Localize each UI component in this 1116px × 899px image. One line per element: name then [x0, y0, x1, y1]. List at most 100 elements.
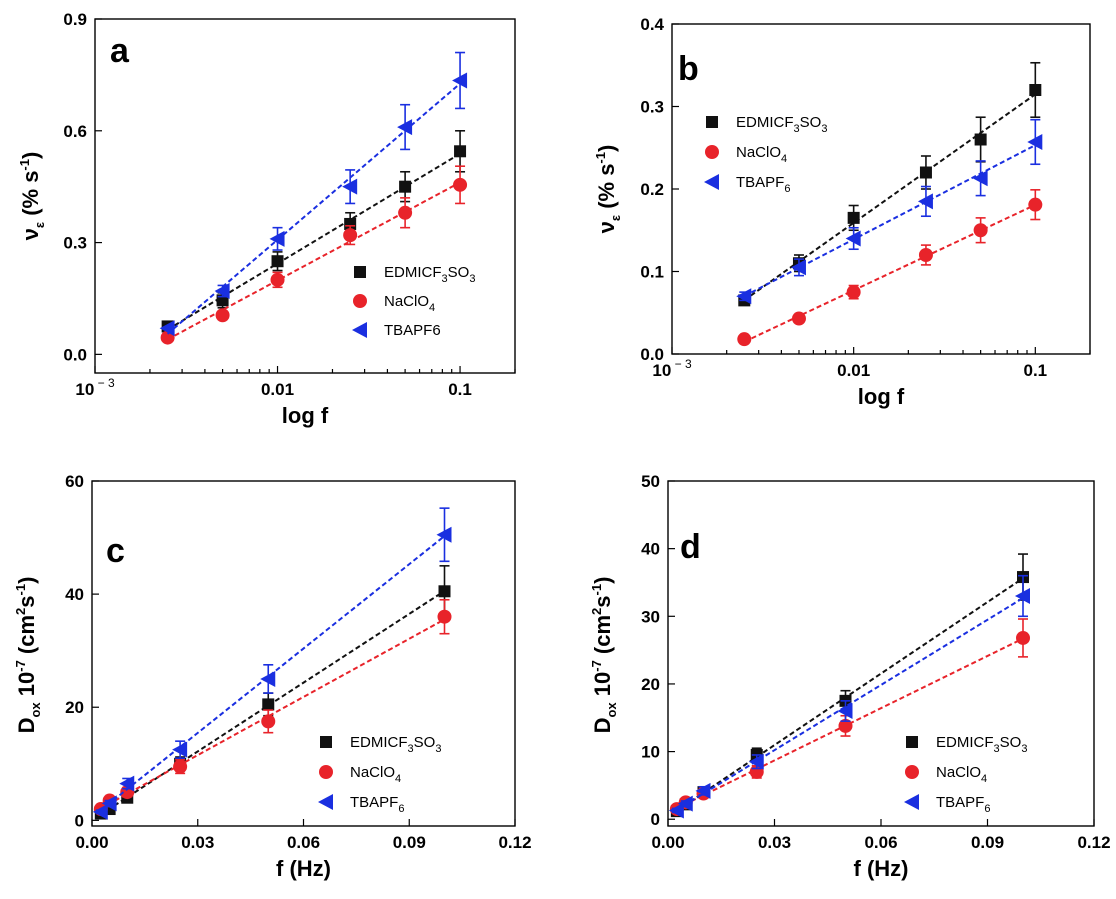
- x-tick-label: 0.01: [261, 380, 294, 399]
- legend-text: EDMICF: [350, 734, 408, 751]
- y-label-sup: -7: [589, 660, 604, 672]
- panel-label: b: [678, 50, 699, 88]
- y-axis-label: νε (% s-1): [593, 145, 623, 234]
- x-tick-label: 10 − 3: [75, 376, 115, 399]
- point-NaClO4: [437, 609, 452, 624]
- y-label-sup2: 2: [13, 608, 28, 615]
- x-tick-label: 0.1: [448, 380, 472, 399]
- y-label-unit: (% s: [18, 171, 43, 222]
- legend-marker-NaClO4: [905, 765, 919, 779]
- point-TBAPF6: [159, 320, 175, 337]
- y-label-sup3: -1: [589, 584, 604, 596]
- y-label-unit: 10: [14, 672, 39, 703]
- legend-subscript: 6: [784, 183, 790, 195]
- x-axis-label: f (Hz): [854, 856, 909, 881]
- y-label-main: D: [14, 718, 39, 734]
- point-TBAPF6: [917, 193, 933, 210]
- y-label-sub: ε: [32, 222, 47, 228]
- legend-text: SO: [414, 734, 436, 751]
- plot-frame: [91, 480, 516, 827]
- x-axis-label: log f: [282, 403, 329, 428]
- point-TBAPF6: [342, 178, 358, 195]
- point-TBAPF6: [695, 782, 711, 799]
- point-EDMICF3SO3: [344, 217, 357, 230]
- x-tick-label-text: 0.1: [448, 380, 472, 399]
- x-tick-exponent: − 3: [94, 376, 115, 390]
- legend-marker-EDMICF3SO3: [706, 116, 718, 128]
- legend-marker-NaClO4: [319, 765, 333, 779]
- plot-frame: [671, 23, 1091, 355]
- point-TBAPF6: [837, 703, 853, 719]
- x-tick-label: 0.12: [498, 833, 531, 852]
- fit-line-NaClO4: [167, 181, 461, 341]
- plot-frame: [94, 18, 516, 374]
- legend-text: EDMICF: [736, 114, 794, 131]
- legend-text: SO: [1000, 734, 1022, 751]
- y-tick-label: 60: [65, 472, 84, 491]
- legend-subscript: 3: [994, 743, 1000, 755]
- y-label-tail: s: [590, 595, 615, 607]
- legend-label-EDMICF3SO3: EDMICF3SO3: [384, 264, 475, 285]
- x-tick-label-text: 0.12: [1077, 833, 1110, 852]
- legend-label-TBAPF6: TBAPF6: [736, 174, 790, 195]
- fit-line-EDMICF3SO3: [743, 93, 1036, 302]
- legend-subscript: 3: [821, 123, 827, 135]
- legend-subscript: 3: [442, 273, 448, 285]
- point-EDMICF3SO3: [399, 180, 412, 193]
- y-label-main: ν: [18, 228, 43, 240]
- point-NaClO4: [215, 308, 230, 323]
- point-NaClO4: [398, 205, 413, 220]
- x-tick-label: 10 − 3: [652, 357, 692, 380]
- legend-marker-TBAPF6: [904, 794, 919, 810]
- x-tick-label-text: 0.00: [75, 833, 108, 852]
- x-tick-label: 0.06: [287, 833, 320, 852]
- legend-text: SO: [800, 114, 822, 131]
- legend-text: NaClO: [384, 293, 429, 310]
- point-TBAPF6: [736, 288, 752, 305]
- x-tick-label-text: 0.01: [261, 380, 294, 399]
- legend-subscript: 6: [398, 803, 404, 815]
- legend-text: NaClO: [350, 764, 395, 781]
- legend-subscript: 3: [1021, 743, 1027, 755]
- legend-text: NaClO: [736, 144, 781, 161]
- x-tick-label: 0.00: [651, 833, 684, 852]
- y-tick-label: 0.1: [640, 263, 664, 282]
- y-axis-label: νε (% s-1): [17, 152, 47, 241]
- fit-line-TBAPF6: [743, 144, 1036, 297]
- x-tick-label-text: 0.06: [864, 833, 897, 852]
- point-TBAPF6: [972, 170, 988, 187]
- legend-text: TBAPF: [936, 794, 984, 811]
- legend-label-EDMICF3SO3: EDMICF3SO3: [936, 734, 1027, 755]
- legend-label-NaClO4: NaClO4: [736, 144, 787, 165]
- fit-line-NaClO4: [100, 618, 445, 810]
- legend-marker-TBAPF6: [318, 794, 333, 810]
- legend-text: NaClO: [936, 764, 981, 781]
- point-TBAPF6: [748, 753, 764, 770]
- y-tick-label: 30: [641, 607, 660, 626]
- y-tick-label: 40: [641, 540, 660, 559]
- point-TBAPF6: [269, 230, 285, 247]
- point-EDMICF3SO3: [847, 211, 860, 224]
- y-tick-label: 0.4: [640, 15, 664, 34]
- point-TBAPF6: [452, 72, 468, 89]
- point-TBAPF6: [119, 775, 135, 792]
- x-tick-label-text: 0.03: [181, 833, 214, 852]
- point-NaClO4: [343, 228, 358, 243]
- point-TBAPF6: [1015, 588, 1030, 604]
- point-NaClO4: [973, 223, 988, 238]
- point-TBAPF6: [92, 803, 108, 820]
- point-EDMICF3SO3: [271, 255, 284, 268]
- y-tick-label: 0.9: [63, 10, 87, 29]
- y-label-sub: ox: [28, 702, 43, 718]
- y-tick-label: 0.6: [63, 122, 87, 141]
- x-tick-label-text: 0.00: [651, 833, 684, 852]
- y-label-sub: ox: [604, 702, 619, 718]
- y-tick-label: 0.3: [640, 98, 664, 117]
- fit-line-EDMICF3SO3: [676, 577, 1024, 812]
- point-TBAPF6: [845, 230, 861, 247]
- point-TBAPF6: [214, 283, 230, 300]
- point-NaClO4: [261, 714, 276, 729]
- legend-text: EDMICF: [384, 264, 442, 281]
